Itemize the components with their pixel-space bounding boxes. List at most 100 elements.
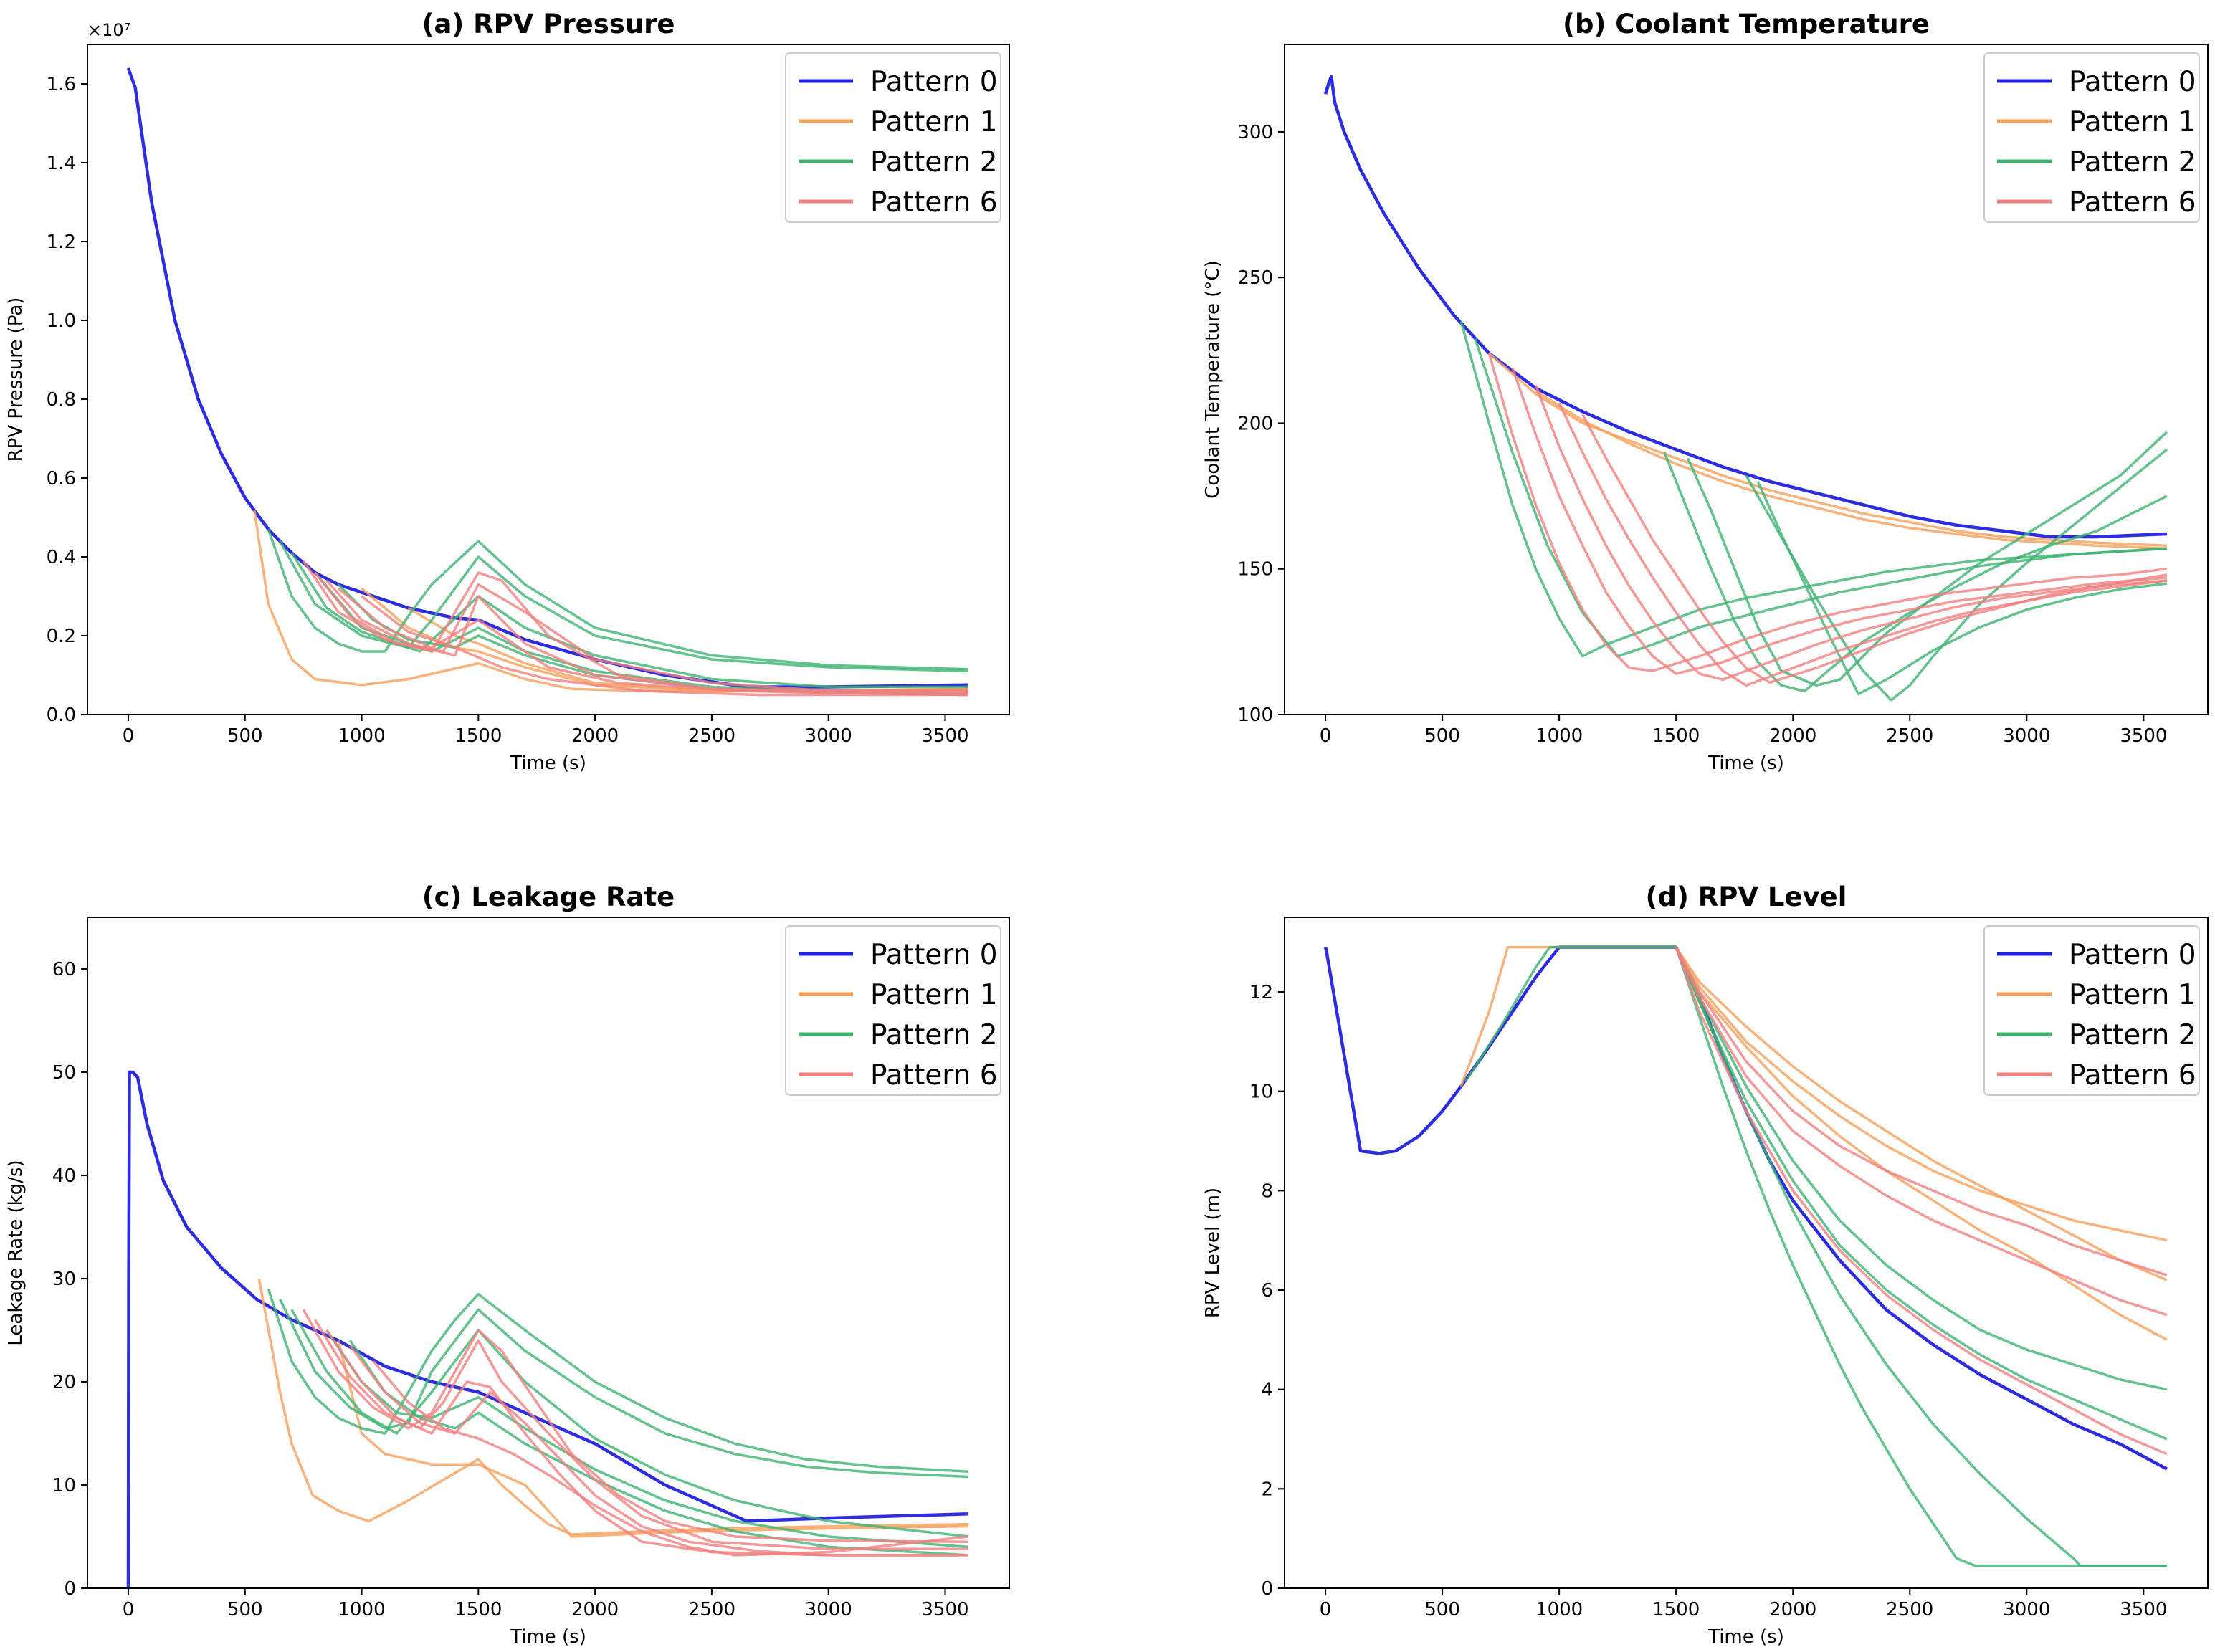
axes-frame xyxy=(1284,44,2209,715)
x-tick-label: 1500 xyxy=(1652,725,1700,747)
series-group xyxy=(126,67,969,697)
axes-frame xyxy=(1284,917,2209,1589)
chart-title: (c) Leakage Rate xyxy=(422,882,675,912)
series-group xyxy=(126,1070,969,1588)
legend-entry: Pattern 6 xyxy=(870,186,998,219)
x-tick-label: 1000 xyxy=(1535,1599,1583,1620)
y-tick-label: 1.0 xyxy=(47,310,76,332)
legend-entry: Pattern 0 xyxy=(870,66,998,98)
chart-panel-0: 0 500 1000 1500 2000 2500 3000 3500 0.0 0.2 0.4 0.6… xyxy=(5,9,1010,774)
x-tick-label: 3000 xyxy=(2003,725,2050,747)
legend-entry: Pattern 6 xyxy=(2069,1059,2196,1092)
series-line-pattern-2-5 xyxy=(1663,452,2168,693)
series-line-pattern-6-10 xyxy=(1675,947,2168,1456)
y-tick-label: 0 xyxy=(64,1578,76,1600)
y-tick-label: 0.4 xyxy=(47,547,76,568)
legend-entry: Pattern 1 xyxy=(2069,106,2196,138)
series-line-pattern-6-12 xyxy=(337,587,969,697)
x-axis-label: Time (s) xyxy=(1707,1626,1784,1648)
x-axis-label: Time (s) xyxy=(1707,753,1784,774)
x-tick-label: 500 xyxy=(1424,725,1460,747)
x-tick-label: 3000 xyxy=(805,1599,852,1620)
y-tick-label: 6 xyxy=(1261,1280,1273,1302)
y-tick-label: 0 xyxy=(1261,1578,1273,1600)
legend-frame xyxy=(785,925,1001,1096)
x-tick-label: 0 xyxy=(1320,1599,1332,1620)
legend: Pattern 0 Pattern 1 Pattern 2 Pattern 6 xyxy=(1983,925,2200,1096)
legend-entry: Pattern 2 xyxy=(2069,1019,2196,1051)
legend-entry: Pattern 2 xyxy=(2069,146,2196,178)
y-tick-label: 30 xyxy=(52,1269,76,1290)
axes-frame xyxy=(87,44,1010,715)
x-tick-label: 2000 xyxy=(571,725,619,747)
series-line-pattern-2-6 xyxy=(1675,946,2168,1391)
x-tick-label: 0 xyxy=(123,725,135,747)
x-tick-label: 1000 xyxy=(338,725,385,747)
series-line-pattern-2-6 xyxy=(290,552,968,689)
series-line-pattern-2-5 xyxy=(1675,946,2167,1567)
legend: Pattern 0 Pattern 1 Pattern 2 Pattern 6 xyxy=(785,925,1001,1096)
series-line-pattern-6-10 xyxy=(314,571,968,692)
legend-frame xyxy=(1983,52,2200,223)
x-tick-label: 1000 xyxy=(1535,725,1583,747)
legend-entry: Pattern 1 xyxy=(870,106,998,138)
series-line-pattern-2-4 xyxy=(267,528,969,671)
x-axis-label: Time (s) xyxy=(510,753,586,774)
y-tick-label: 10 xyxy=(52,1475,76,1496)
series-line-pattern-6-11 xyxy=(348,1345,968,1557)
legend-entry: Pattern 1 xyxy=(2069,979,2196,1011)
axes-frame xyxy=(87,917,1010,1589)
series-line-pattern-0-0 xyxy=(1323,75,2167,539)
series-line-pattern-2-6 xyxy=(325,1329,969,1549)
series-line-pattern-6-13 xyxy=(1581,414,2168,684)
y-tick-label: 50 xyxy=(52,1062,76,1084)
y-tick-label: 100 xyxy=(1237,705,1273,726)
chart-title: (b) Coolant Temperature xyxy=(1563,9,1930,39)
y-tick-label: 1.2 xyxy=(47,231,76,253)
x-tick-label: 1500 xyxy=(454,725,502,747)
x-tick-label: 2500 xyxy=(1886,725,1933,747)
y-tick-label: 20 xyxy=(52,1372,76,1393)
legend-entry: Pattern 6 xyxy=(870,1059,998,1092)
series-line-pattern-6-11 xyxy=(1534,384,2168,681)
series-line-pattern-2-4 xyxy=(1474,338,2168,658)
x-tick-label: 0 xyxy=(123,1599,135,1620)
legend-frame xyxy=(1983,925,2200,1096)
series-line-pattern-6-10 xyxy=(1511,367,2168,675)
series-line-pattern-1-2 xyxy=(337,1340,969,1538)
x-tick-label: 2500 xyxy=(688,725,735,747)
series-line-pattern-6-9 xyxy=(313,1319,968,1551)
legend-entry: Pattern 6 xyxy=(2069,186,2196,219)
x-tick-label: 3000 xyxy=(805,725,852,747)
y-tick-label: 1.6 xyxy=(47,74,76,95)
x-axis-label: Time (s) xyxy=(510,1626,586,1648)
series-line-pattern-6-13 xyxy=(361,595,968,697)
y-axis-label: RPV Pressure (Pa) xyxy=(5,297,27,462)
x-tick-label: 1500 xyxy=(454,1599,502,1620)
y-tick-label: 0.8 xyxy=(47,389,76,411)
legend-entry: Pattern 0 xyxy=(870,939,998,971)
y-tick-label: 300 xyxy=(1237,122,1273,143)
legend-entry: Pattern 1 xyxy=(870,979,998,1011)
x-tick-label: 500 xyxy=(227,725,263,747)
x-tick-label: 3500 xyxy=(2120,725,2167,747)
chart-panel-1: 0 500 1000 1500 2000 2500 3000 3500 100 150 200 250… xyxy=(1202,9,2209,774)
x-tick-label: 2500 xyxy=(1886,1599,1933,1620)
series-line-pattern-2-8 xyxy=(1756,481,2168,696)
y-tick-label: 2 xyxy=(1261,1479,1273,1500)
legend-entry: Pattern 0 xyxy=(2069,66,2196,98)
y-tick-label: 8 xyxy=(1261,1180,1273,1202)
y-tick-label: 0.6 xyxy=(47,468,76,490)
series-line-pattern-6-9 xyxy=(1487,353,2168,672)
y-tick-label: 10 xyxy=(1249,1082,1273,1103)
series-line-pattern-2-7 xyxy=(1675,946,2168,1441)
x-tick-label: 500 xyxy=(1424,1599,1460,1620)
x-tick-label: 3000 xyxy=(2003,1599,2050,1620)
series-line-pattern-1-2 xyxy=(1675,946,2168,1281)
series-line-pattern-6-12 xyxy=(372,1360,969,1557)
legend-entry: Pattern 2 xyxy=(870,1019,998,1051)
x-tick-label: 3500 xyxy=(921,725,968,747)
series-line-pattern-2-7 xyxy=(348,1340,969,1557)
chart-panel-3: 0 500 1000 1500 2000 2500 3000 3500 0 2 4 6 8 10 12 (d)… xyxy=(1202,882,2209,1648)
x-tick-label: 3500 xyxy=(2120,1599,2167,1620)
